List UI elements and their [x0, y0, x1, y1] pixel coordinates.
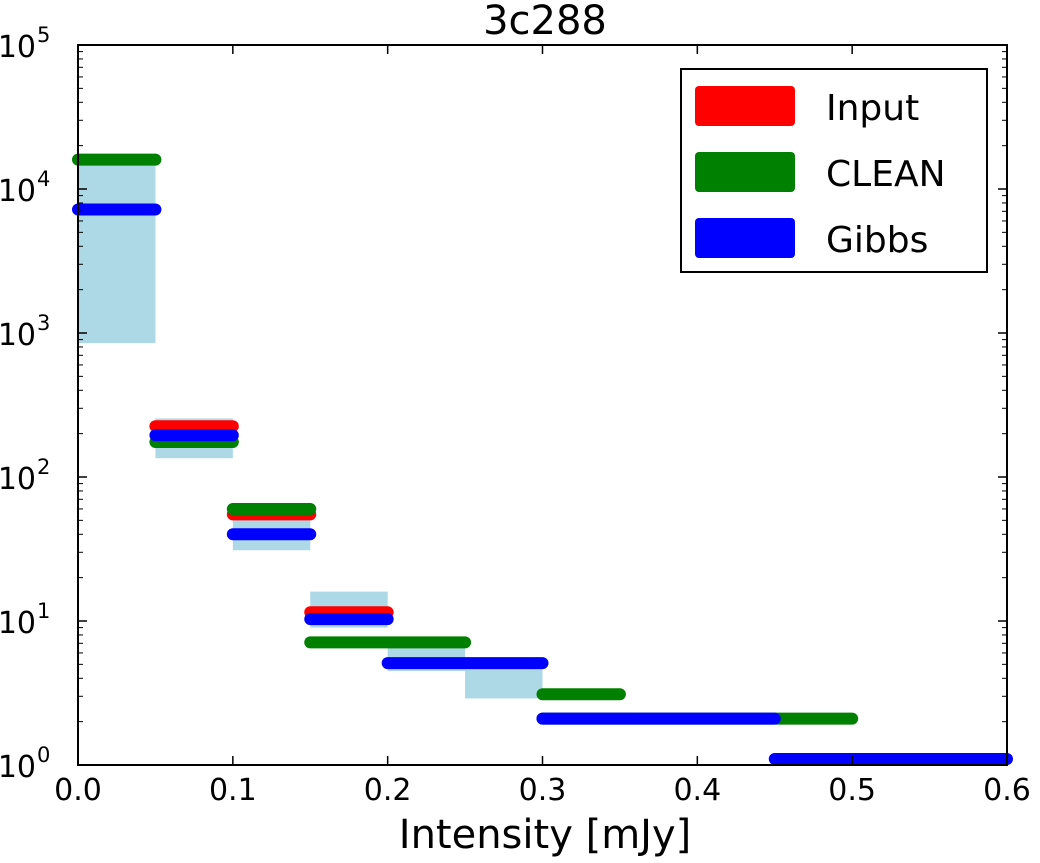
- legend-entries: Input CLEAN Gibbs: [695, 86, 946, 261]
- y-tick-exponent: 5: [37, 23, 50, 47]
- y-tick-label: 10: [0, 606, 36, 641]
- x-tick-label: 0.0: [54, 773, 102, 808]
- x-tick-label: 0.2: [364, 773, 412, 808]
- y-tick-exponent: 2: [37, 455, 50, 479]
- x-tick-label: 0.3: [519, 773, 567, 808]
- y-tick-exponent: 0: [37, 743, 50, 767]
- legend-label-clean: CLEAN: [826, 154, 946, 195]
- x-axis: 0.0 0.1 0.2 0.3 0.4 0.5 0.6: [54, 45, 1031, 808]
- x-tick-label: 0.1: [209, 773, 257, 808]
- y-tick-label: 10: [0, 462, 36, 497]
- uncertainty-band-0: [78, 161, 156, 344]
- series-layer: [72, 153, 1013, 766]
- legend: Input CLEAN Gibbs: [680, 68, 988, 273]
- legend-swatch-gibbs: [695, 218, 795, 258]
- x-tick-label: 0.4: [673, 773, 721, 808]
- series-gibbs: [72, 203, 1013, 766]
- y-tick-exponent: 1: [37, 599, 50, 623]
- legend-label-gibbs: Gibbs: [826, 220, 928, 261]
- y-tick-label: 10: [0, 750, 36, 785]
- x-axis-label: Intensity [mJy]: [399, 812, 691, 858]
- y-tick-label: 10: [0, 318, 36, 353]
- x-tick-label: 0.5: [828, 773, 876, 808]
- legend-swatch-input: [695, 86, 795, 126]
- y-tick-exponent: 4: [37, 167, 50, 191]
- legend-swatch-clean: [695, 152, 795, 192]
- chart-title: 3c288: [483, 0, 607, 44]
- y-tick-label: 10: [0, 174, 36, 209]
- legend-label-input: Input: [826, 88, 919, 129]
- x-tick-label: 0.6: [983, 773, 1031, 808]
- y-tick-label: 10: [0, 30, 36, 65]
- y-tick-exponent: 3: [37, 311, 50, 335]
